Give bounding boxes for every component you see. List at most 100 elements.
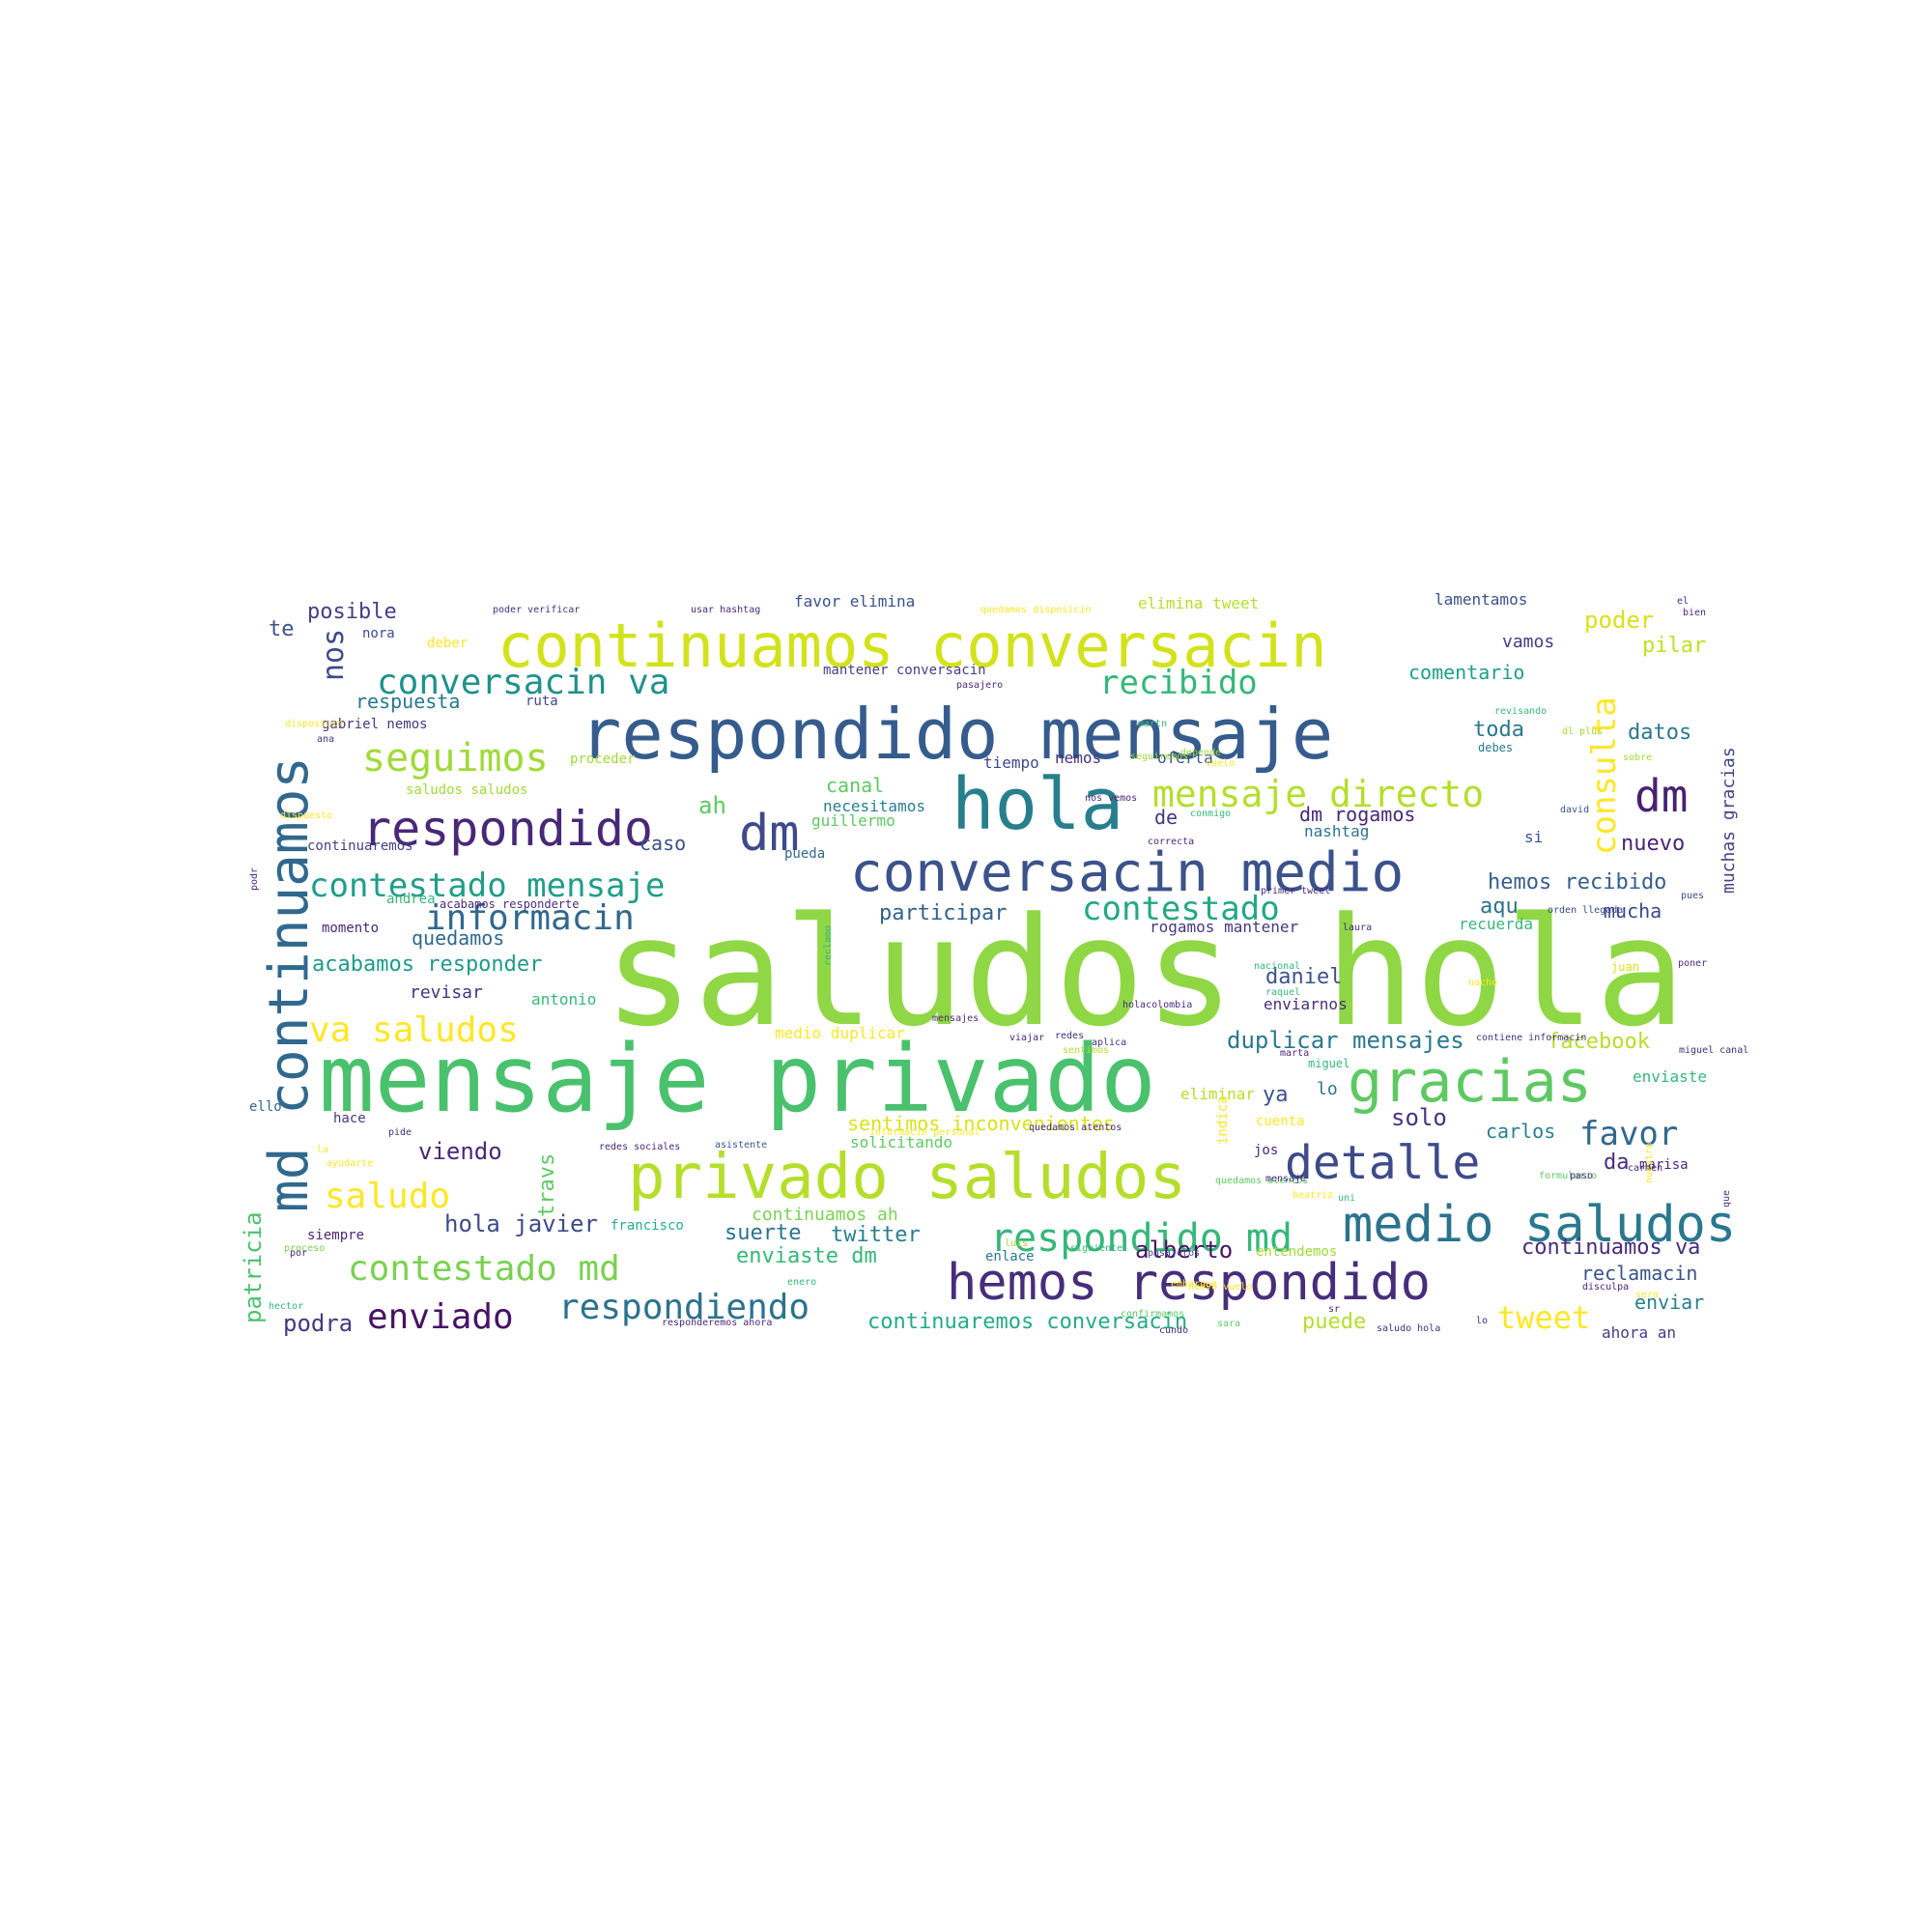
word: dl plus [1562,726,1603,737]
word: gracias [1348,1048,1592,1116]
word: ya [1263,1083,1289,1107]
word: travs [535,1153,559,1217]
word: andrea [386,892,436,907]
word: enviaste dm [736,1244,877,1268]
word: paso [1570,1171,1593,1181]
word: oferta [1157,749,1213,767]
word: sentimos inconvenientes [847,1112,1115,1135]
word: gabriel nemos [322,717,428,732]
word: de [1154,806,1178,829]
word: informacin personal [869,1127,980,1138]
word: primer tweet [1261,886,1330,896]
word: mensaje [1265,1174,1306,1184]
word: md continuamos [258,756,321,1212]
word: nos vemos [1085,793,1137,804]
word: poner [1678,958,1707,969]
word: vamos [1502,632,1554,652]
word: momento [322,921,379,936]
word: te [269,617,295,641]
word: nacho [1468,978,1497,988]
word: enlace [985,1249,1035,1264]
word: saludos saludos [406,782,527,798]
word: lo [1476,1316,1488,1326]
word: ayudarte [327,1158,373,1169]
word: nashtag [1304,822,1369,840]
word: uni [1338,1193,1355,1204]
word: indica [1215,1095,1231,1145]
word: por [290,1248,307,1259]
word: dm [1634,770,1688,822]
word: continuaremos [307,838,413,854]
word: nuevo vuelo [1188,1282,1252,1293]
word: podra [283,1310,353,1337]
word: hemos recibido [1488,870,1666,895]
word: nacional [1254,961,1300,972]
word: ana [317,734,334,745]
word: correcta [1148,837,1194,847]
word: podr [249,867,260,891]
word: privado saludos [628,1142,1186,1213]
word: marta [1280,1048,1309,1059]
word: hemos respondido [947,1254,1431,1312]
word: saludo [325,1177,450,1216]
word: enviado [367,1297,514,1337]
word: la [317,1145,328,1155]
word: enero [787,1277,816,1288]
word: conversacin va [377,663,669,702]
word: saludo hola [1377,1323,1440,1334]
word: viajar [1009,1033,1044,1043]
word: mantener conversacin [823,663,986,678]
word: aqu [1480,895,1519,919]
word: carlos [1486,1120,1555,1143]
word: nos [317,629,351,681]
word: depende [1180,748,1221,758]
word: sara [1217,1319,1240,1329]
word: recibido [1099,664,1258,702]
word: canal [826,774,884,797]
word: orden llegada [1548,905,1623,916]
word: nora [362,626,395,641]
word: david [1560,805,1589,815]
word: mensajes [932,1013,979,1024]
word: que [1721,1190,1732,1208]
word: hector [269,1301,303,1312]
word: si [1524,828,1543,846]
word: respondido mensaje [580,694,1333,775]
word: solo [1391,1104,1447,1131]
word: hace [333,1111,366,1126]
word: mensaje privado [319,1025,1156,1133]
word: sobre [1623,753,1652,763]
word: quedamos disposicin [980,605,1091,615]
word: juan [1611,960,1639,974]
word: beatriz [1293,1190,1333,1201]
word: respondiendo [558,1288,810,1327]
word: toda [1473,718,1524,742]
word: dm rogamos [1299,803,1415,826]
word: posible [307,600,397,624]
word: martn [1138,719,1167,729]
word: cuenta [1256,1114,1305,1129]
word: patricia [240,1211,267,1323]
word: seguimos [362,736,549,781]
word: respondido [362,801,653,857]
word: nuevo [1621,832,1685,856]
word: nuestro [1644,1143,1655,1183]
word: seguiremos [1130,752,1188,762]
word: necesitamos [823,797,925,815]
word: dispuesto [280,810,332,821]
word: pues [1681,891,1704,901]
word: miguel [1308,1057,1350,1070]
word: twitter [831,1223,921,1247]
word: proceder [570,752,635,767]
word: el [1677,596,1689,607]
word: comentario [1408,661,1524,684]
word: lamentamos [1435,590,1527,609]
word: informacin [425,898,635,938]
word: hola javier [444,1210,598,1237]
word: pide [388,1127,412,1138]
word: holacolombia [1122,1000,1192,1010]
word: debes [1478,741,1513,754]
word: asistente [715,1140,767,1151]
word: contestado mensaje [309,867,665,905]
word: conversacin medio [850,841,1404,904]
